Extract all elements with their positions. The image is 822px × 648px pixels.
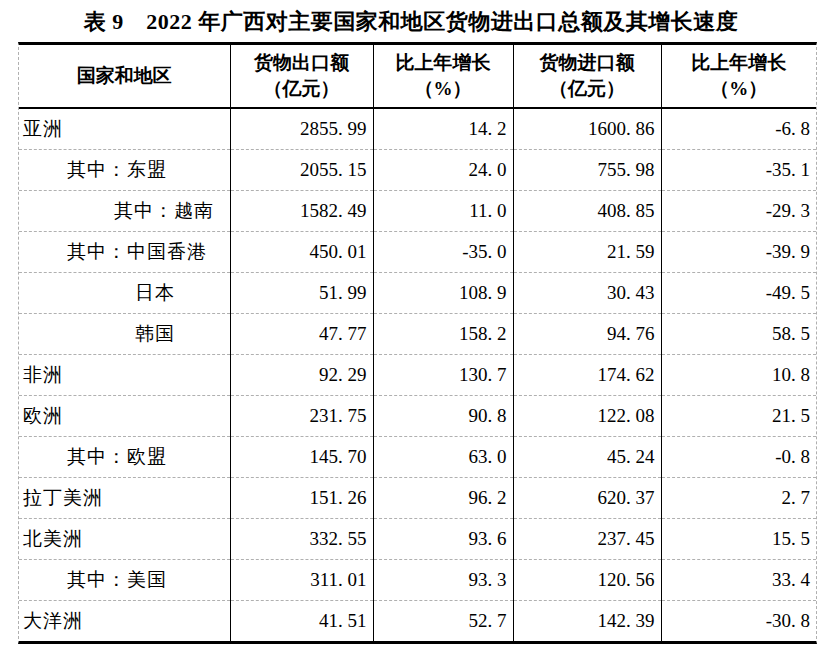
column-header-label: 货物出口额 xyxy=(231,50,373,76)
export-value-cell: 51. 99 xyxy=(230,273,373,314)
table-row: 其中：中国香港 450. 01 -35. 0 21. 59 -39. 9 xyxy=(19,232,816,273)
column-header-region: 国家和地区 xyxy=(19,45,230,108)
export-growth-cell: 130. 7 xyxy=(373,355,513,396)
column-header-export: 货物出口额 （亿元） xyxy=(230,45,373,108)
export-value-cell: 2855. 99 xyxy=(230,108,373,150)
table-row: 拉丁美洲 151. 26 96. 2 620. 37 2. 7 xyxy=(19,478,816,519)
export-value-cell: 145. 70 xyxy=(230,437,373,478)
region-cell: 其中：欧盟 xyxy=(19,437,230,478)
import-growth-cell: -39. 9 xyxy=(661,232,816,273)
column-header-label: 比上年增长 xyxy=(662,50,817,76)
import-growth-cell: 21. 5 xyxy=(661,396,816,437)
export-growth-cell: 11. 0 xyxy=(373,191,513,232)
table-row: 其中：欧盟 145. 70 63. 0 45. 24 -0. 8 xyxy=(19,437,816,478)
region-cell: 日本 xyxy=(19,273,230,314)
export-growth-cell: 90. 8 xyxy=(373,396,513,437)
import-growth-cell: -49. 5 xyxy=(661,273,816,314)
export-value-cell: 47. 77 xyxy=(230,314,373,355)
import-growth-cell: -35. 1 xyxy=(661,150,816,191)
region-cell: 北美洲 xyxy=(19,519,230,560)
table-row: 其中：美国 311. 01 93. 3 120. 56 33. 4 xyxy=(19,560,816,601)
column-header-label: 国家和地区 xyxy=(19,63,230,89)
import-growth-cell: -29. 3 xyxy=(661,191,816,232)
import-growth-cell: 10. 8 xyxy=(661,355,816,396)
import-growth-cell: 15. 5 xyxy=(661,519,816,560)
table-row: 其中：越南 1582. 49 11. 0 408. 85 -29. 3 xyxy=(19,191,816,232)
import-growth-cell: -30. 8 xyxy=(661,601,816,642)
region-cell: 大洋洲 xyxy=(19,601,230,642)
export-value-cell: 231. 75 xyxy=(230,396,373,437)
export-value-cell: 332. 55 xyxy=(230,519,373,560)
import-value-cell: 120. 56 xyxy=(513,560,661,601)
export-growth-cell: 108. 9 xyxy=(373,273,513,314)
column-header-unit: （%） xyxy=(374,76,513,102)
column-header-import-growth: 比上年增长 （%） xyxy=(661,45,816,108)
region-cell: 其中：越南 xyxy=(19,191,230,232)
table-row: 韩国 47. 77 158. 2 94. 76 58. 5 xyxy=(19,314,816,355)
import-value-cell: 142. 39 xyxy=(513,601,661,642)
import-value-cell: 21. 59 xyxy=(513,232,661,273)
export-value-cell: 450. 01 xyxy=(230,232,373,273)
column-header-export-growth: 比上年增长 （%） xyxy=(373,45,513,108)
export-value-cell: 151. 26 xyxy=(230,478,373,519)
export-value-cell: 1582. 49 xyxy=(230,191,373,232)
page-title: 表 9 2022 年广西对主要国家和地区货物进出口总额及其增长速度 xyxy=(6,7,816,37)
table-row: 欧洲 231. 75 90. 8 122. 08 21. 5 xyxy=(19,396,816,437)
export-growth-cell: -35. 0 xyxy=(373,232,513,273)
import-value-cell: 122. 08 xyxy=(513,396,661,437)
region-cell: 拉丁美洲 xyxy=(19,478,230,519)
import-growth-cell: -0. 8 xyxy=(661,437,816,478)
import-growth-cell: -6. 8 xyxy=(661,108,816,150)
table-row: 北美洲 332. 55 93. 6 237. 45 15. 5 xyxy=(19,519,816,560)
export-growth-cell: 96. 2 xyxy=(373,478,513,519)
import-value-cell: 1600. 86 xyxy=(513,108,661,150)
statistics-table: 国家和地区 货物出口额 （亿元） 比上年增长 （%） 货物进口额 （亿元） 比上… xyxy=(19,45,816,641)
import-growth-cell: 2. 7 xyxy=(661,478,816,519)
import-value-cell: 94. 76 xyxy=(513,314,661,355)
column-header-import: 货物进口额 （亿元） xyxy=(513,45,661,108)
column-header-unit: （亿元） xyxy=(514,76,661,102)
table-row: 非洲 92. 29 130. 7 174. 62 10. 8 xyxy=(19,355,816,396)
export-growth-cell: 24. 0 xyxy=(373,150,513,191)
region-cell: 其中：中国香港 xyxy=(19,232,230,273)
column-header-label: 货物进口额 xyxy=(514,50,661,76)
region-cell: 非洲 xyxy=(19,355,230,396)
table-row: 亚洲 2855. 99 14. 2 1600. 86 -6. 8 xyxy=(19,108,816,150)
region-cell: 其中：东盟 xyxy=(19,150,230,191)
region-cell: 亚洲 xyxy=(19,108,230,150)
statistics-table-frame: 国家和地区 货物出口额 （亿元） 比上年增长 （%） 货物进口额 （亿元） 比上… xyxy=(18,42,817,644)
table-row: 日本 51. 99 108. 9 30. 43 -49. 5 xyxy=(19,273,816,314)
export-growth-cell: 93. 6 xyxy=(373,519,513,560)
import-value-cell: 408. 85 xyxy=(513,191,661,232)
table-row: 大洋洲 41. 51 52. 7 142. 39 -30. 8 xyxy=(19,601,816,642)
import-value-cell: 620. 37 xyxy=(513,478,661,519)
header-row: 国家和地区 货物出口额 （亿元） 比上年增长 （%） 货物进口额 （亿元） 比上… xyxy=(19,45,816,108)
export-value-cell: 2055. 15 xyxy=(230,150,373,191)
export-growth-cell: 63. 0 xyxy=(373,437,513,478)
import-growth-cell: 33. 4 xyxy=(661,560,816,601)
column-header-unit: （亿元） xyxy=(231,76,373,102)
column-header-unit: （%） xyxy=(662,76,817,102)
region-cell: 其中：美国 xyxy=(19,560,230,601)
export-growth-cell: 14. 2 xyxy=(373,108,513,150)
import-value-cell: 30. 43 xyxy=(513,273,661,314)
export-growth-cell: 158. 2 xyxy=(373,314,513,355)
export-growth-cell: 93. 3 xyxy=(373,560,513,601)
export-value-cell: 311. 01 xyxy=(230,560,373,601)
column-header-label: 比上年增长 xyxy=(374,50,513,76)
region-cell: 欧洲 xyxy=(19,396,230,437)
table-header: 国家和地区 货物出口额 （亿元） 比上年增长 （%） 货物进口额 （亿元） 比上… xyxy=(19,45,816,108)
import-value-cell: 237. 45 xyxy=(513,519,661,560)
import-value-cell: 755. 98 xyxy=(513,150,661,191)
export-value-cell: 92. 29 xyxy=(230,355,373,396)
import-value-cell: 45. 24 xyxy=(513,437,661,478)
region-cell: 韩国 xyxy=(19,314,230,355)
import-value-cell: 174. 62 xyxy=(513,355,661,396)
table-body: 亚洲 2855. 99 14. 2 1600. 86 -6. 8 其中：东盟 2… xyxy=(19,108,816,641)
export-value-cell: 41. 51 xyxy=(230,601,373,642)
import-growth-cell: 58. 5 xyxy=(661,314,816,355)
table-row: 其中：东盟 2055. 15 24. 0 755. 98 -35. 1 xyxy=(19,150,816,191)
export-growth-cell: 52. 7 xyxy=(373,601,513,642)
